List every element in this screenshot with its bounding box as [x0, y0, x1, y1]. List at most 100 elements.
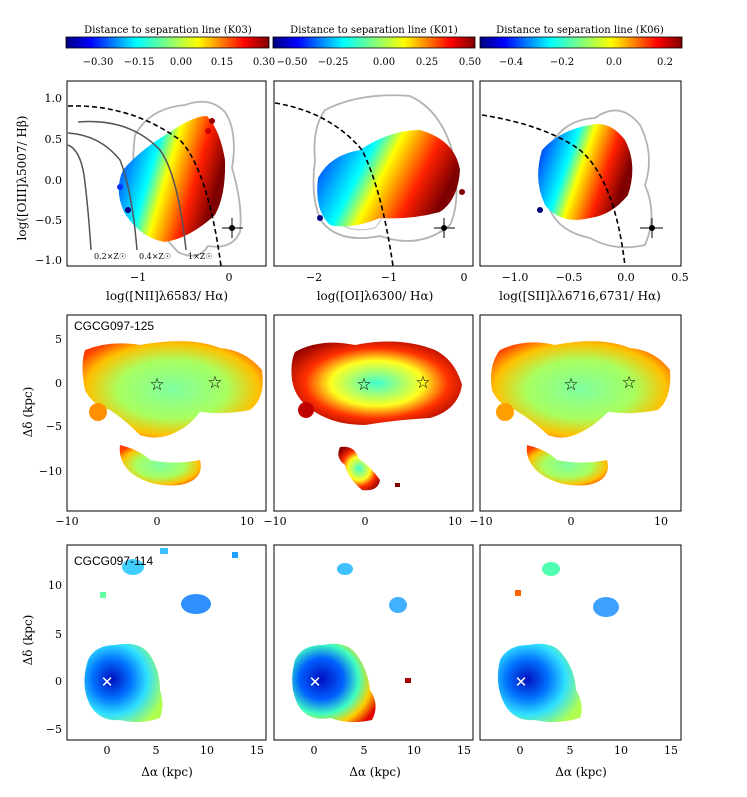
y-tick: −0.5: [35, 214, 62, 227]
map-region: [100, 592, 106, 598]
data-point: [537, 207, 543, 213]
map-region: [542, 562, 560, 576]
y-tick: −5: [46, 723, 62, 736]
x-axis-label: log([SII]λλ6716,6731/ Hα): [499, 289, 661, 303]
data-point: [317, 215, 323, 221]
colorbar-1-tick: −0.30: [83, 57, 114, 68]
x-tick: 0: [154, 515, 161, 528]
colorbar-1-tick: 0.30: [253, 57, 275, 68]
separation-line-k06: [481, 114, 626, 267]
axes-frame: [273, 314, 474, 512]
x-tick: −0.5: [556, 271, 583, 284]
map-region: [181, 594, 211, 614]
model-line-1Z: [77, 120, 187, 251]
map-114-nii: ✕ CGCG097-114 10 5 0 −5 0 5 10 15 Δα (kp…: [46, 544, 267, 779]
colorbar-3: Distance to separation line (K06) −0.4 −…: [479, 25, 683, 68]
bpt-y-axis-label: log([OIII]λ5007/ Hβ): [15, 116, 29, 241]
colorbar-2-tick: 0.25: [416, 57, 438, 68]
x-tick: 15: [457, 744, 471, 757]
contour: [543, 109, 653, 249]
colorbar-3-tick: −0.2: [550, 57, 574, 68]
colorbar-1-tick: −0.15: [124, 57, 155, 68]
y-tick: 1.0: [45, 92, 63, 105]
data-point: [209, 118, 215, 124]
map-region: [491, 341, 671, 438]
colorbar-3-tick: −0.4: [499, 57, 523, 68]
error-bar: [222, 218, 243, 238]
map-region: [232, 552, 238, 558]
y-tick: 0.5: [45, 133, 63, 146]
bpt-panel-oi: −2 −1 0 log([OI]λ6300/ Hα): [273, 80, 474, 303]
x-tick: 15: [250, 744, 264, 757]
axes-frame: [273, 544, 474, 741]
x-tick: 10: [654, 515, 668, 528]
colorbar-1: Distance to separation line (K03) −0.30 …: [65, 25, 275, 68]
x-tick: −10: [263, 515, 286, 528]
colorbar-2: Distance to separation line (K01) −0.50 …: [272, 25, 481, 68]
y-tick: 0.0: [45, 174, 63, 187]
axes-frame: [479, 80, 682, 267]
cross-marker: ✕: [101, 673, 114, 691]
x-tick: 0: [461, 271, 468, 284]
colorbar-2-title: Distance to separation line (K01): [290, 25, 458, 36]
x-tick: 10: [407, 744, 421, 757]
star-marker: ☆: [207, 373, 222, 393]
colorbar-2-tick: −0.50: [277, 57, 308, 68]
model-label-0.2Z: 0.2×Z☉: [94, 252, 126, 261]
galaxy-label: CGCG097-114: [74, 554, 153, 568]
colorbar-3-title: Distance to separation line (K06): [496, 25, 664, 36]
maps1-y-axis-label: Δδ (kpc): [21, 387, 35, 438]
x-tick: 0: [104, 744, 111, 757]
y-tick: 5: [55, 333, 62, 346]
x-axis-label: Δα (kpc): [141, 765, 193, 779]
colorbar-2-tick: −0.25: [318, 57, 349, 68]
x-tick: 10: [200, 744, 214, 757]
map-region: [515, 590, 521, 596]
y-tick: 10: [48, 579, 62, 592]
map-region: [298, 402, 314, 418]
map-region: [405, 678, 411, 683]
colorbar-2-tick: 0.50: [459, 57, 481, 68]
y-tick: −10: [39, 465, 62, 478]
model-line-0.4Z: [67, 132, 138, 251]
map-125-oi: ☆ ☆ −10 0 10: [263, 314, 474, 528]
x-tick: 0: [568, 515, 575, 528]
x-tick: −10: [55, 515, 78, 528]
x-tick: 5: [153, 744, 160, 757]
scatter-cloud: [317, 130, 460, 227]
data-point: [117, 184, 123, 190]
axes-frame: [66, 80, 267, 267]
map-region: [497, 643, 582, 723]
x-axis-label: log([OI]λ6300/ Hα): [317, 289, 434, 303]
map-region: [122, 559, 144, 575]
axes-frame: [66, 314, 267, 512]
y-tick: 0: [55, 377, 62, 390]
star-marker: ☆: [621, 373, 636, 393]
map-125-sii: ☆ ☆ −10 0 10: [469, 314, 682, 528]
x-tick: 15: [664, 744, 678, 757]
x-tick: −1: [130, 271, 146, 284]
map-region: [89, 403, 107, 421]
star-marker: ☆: [415, 373, 430, 393]
galaxy-label: CGCG097-125: [74, 319, 154, 333]
separation-line-k01: [274, 102, 394, 267]
x-tick: 10: [240, 515, 254, 528]
x-tick: 0: [362, 515, 369, 528]
map-region: [593, 597, 619, 617]
x-tick: 0: [311, 744, 318, 757]
map-region: [389, 597, 407, 613]
map-region: [395, 483, 400, 487]
x-tick: 0: [517, 744, 524, 757]
model-label-0.4Z: 0.4×Z☉: [139, 252, 171, 261]
x-tick: 0.5: [671, 271, 689, 284]
y-tick: 5: [55, 628, 62, 641]
axes-frame: [273, 80, 474, 267]
star-marker: ☆: [149, 375, 164, 395]
scatter-cloud: [118, 115, 226, 242]
map-region: [119, 445, 201, 486]
map-region: [82, 341, 263, 438]
colorbar-1-tick: 0.15: [211, 57, 233, 68]
model-line-0.2Z: [67, 144, 92, 251]
axes-frame: [479, 544, 682, 741]
